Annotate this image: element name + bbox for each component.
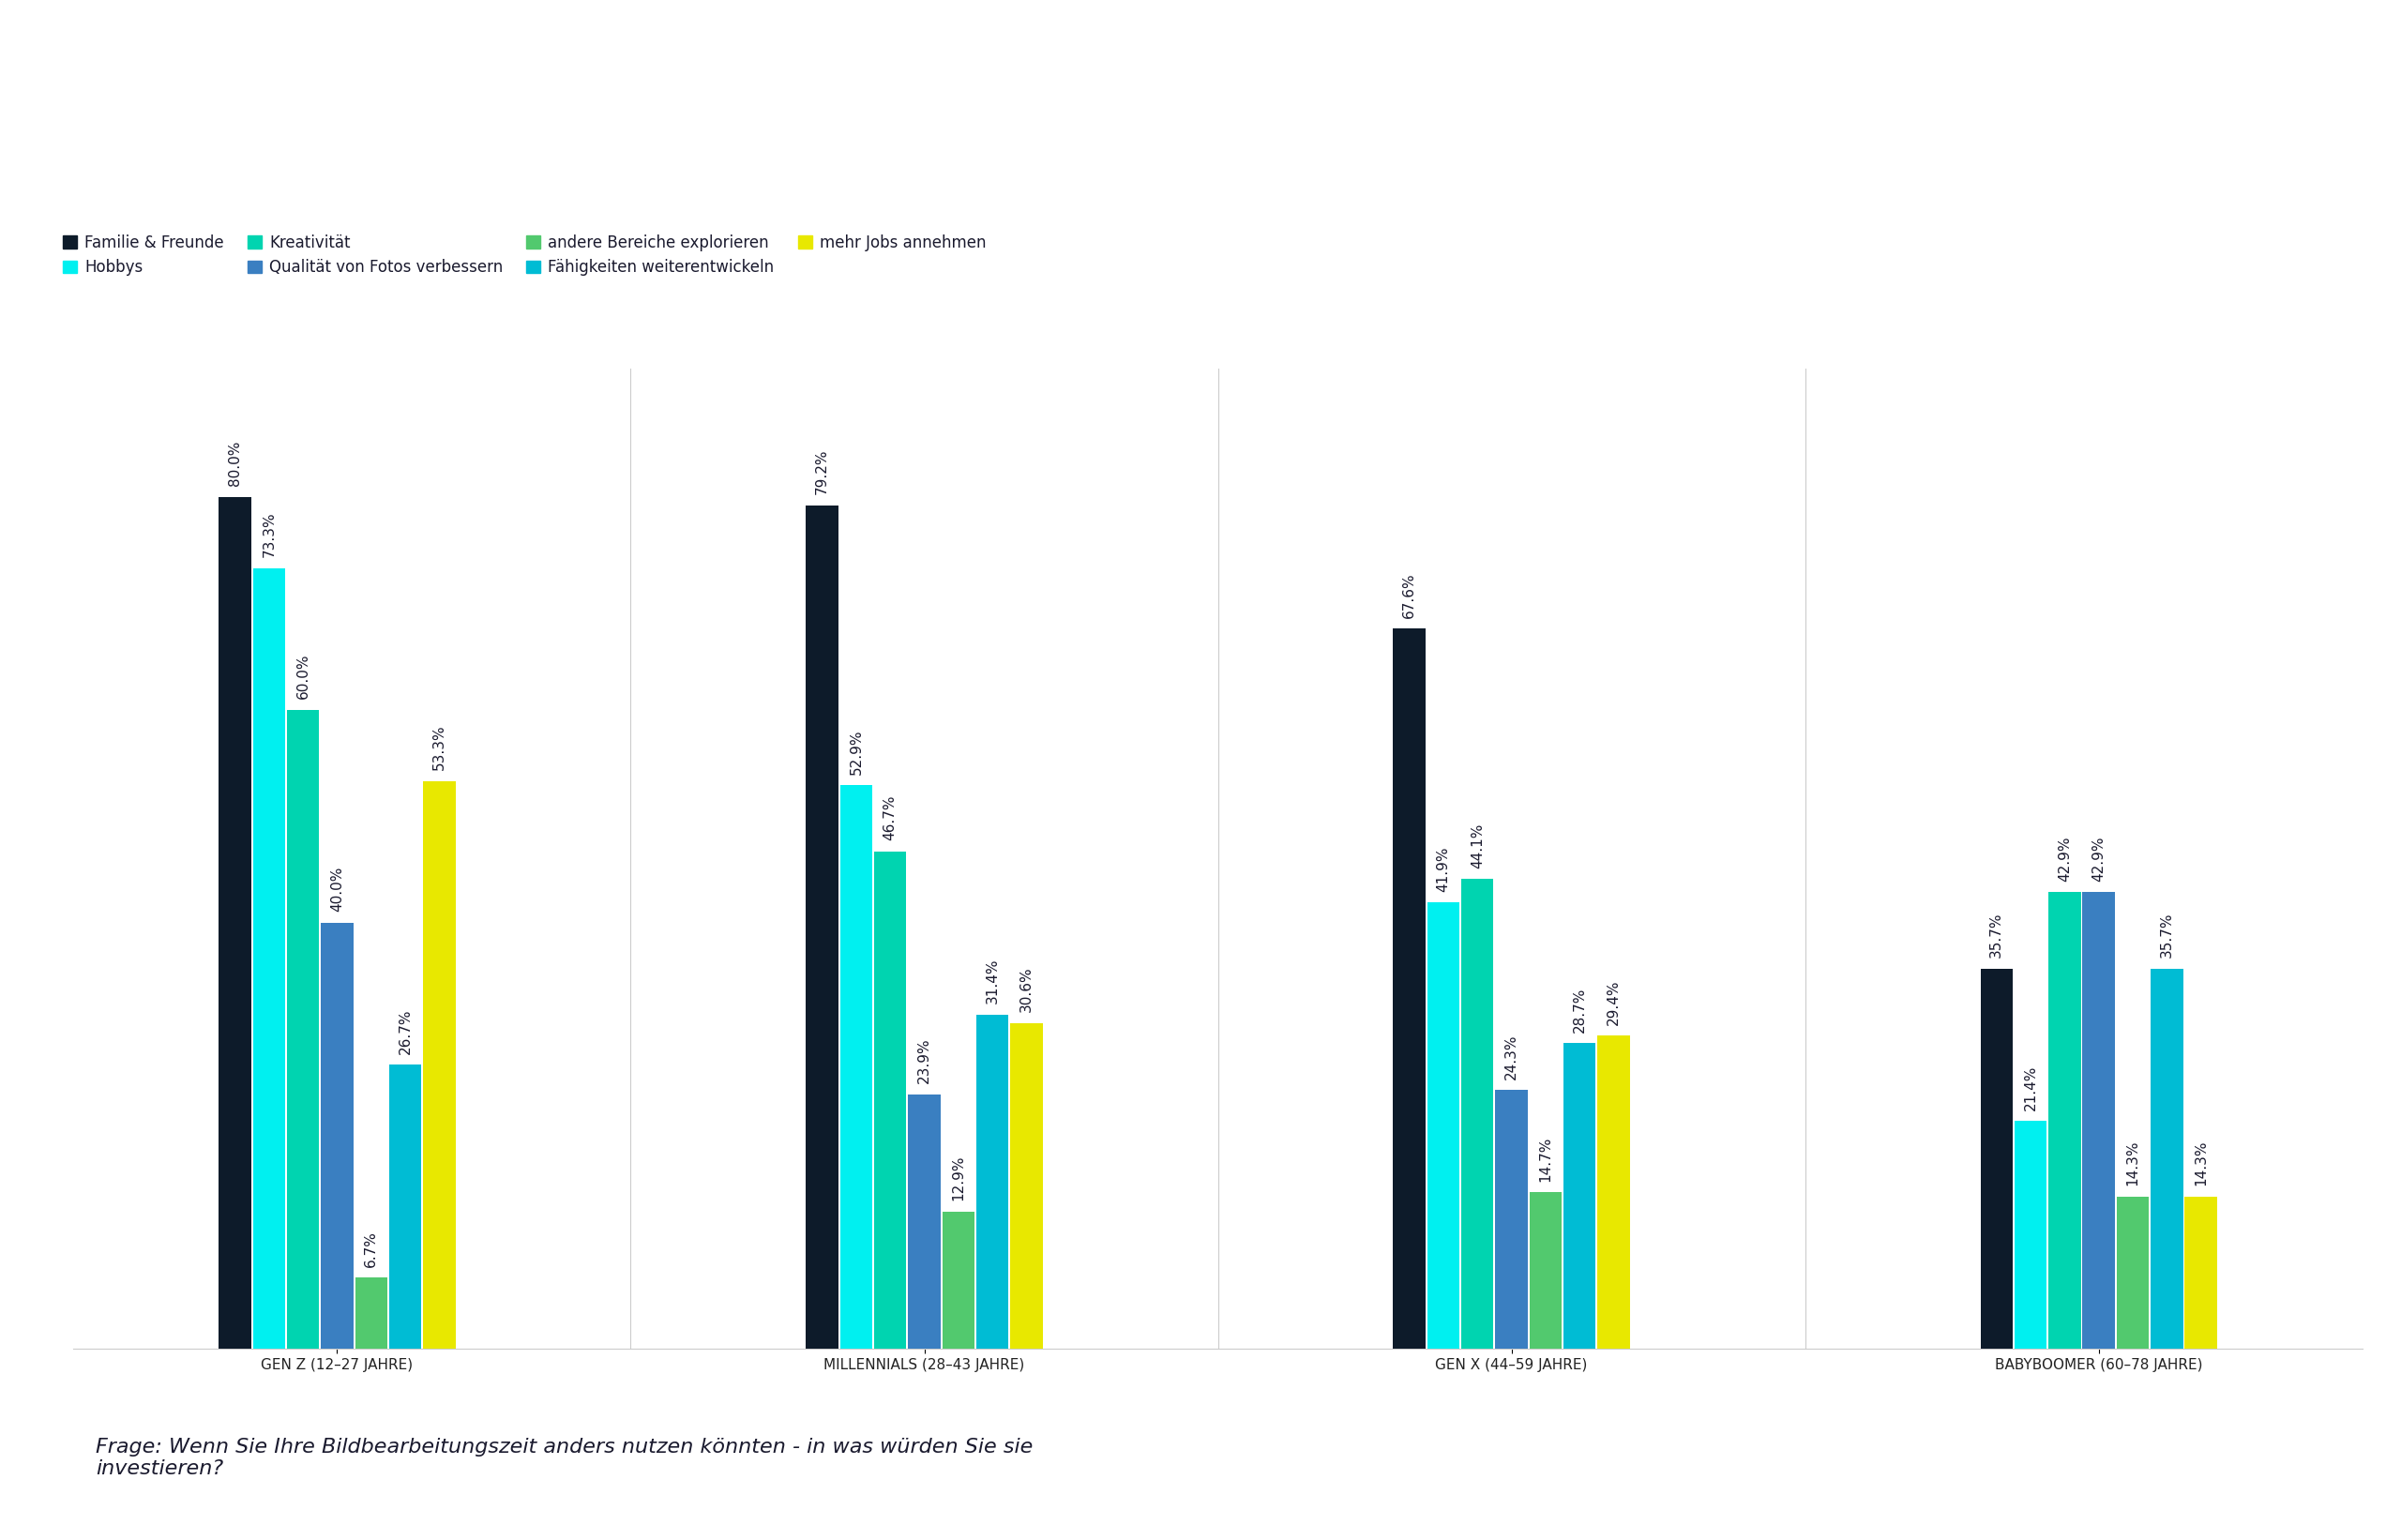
Text: 67.6%: 67.6% <box>1402 573 1417 618</box>
Text: 52.9%: 52.9% <box>850 730 864 775</box>
Bar <box>1981 969 2012 1349</box>
Bar <box>218 497 252 1349</box>
Bar <box>874 852 908 1349</box>
Text: 53.3%: 53.3% <box>432 725 447 770</box>
Bar <box>840 785 872 1349</box>
Text: 24.3%: 24.3% <box>1505 1033 1517 1080</box>
Text: 14.7%: 14.7% <box>1539 1137 1553 1181</box>
Bar <box>2014 1121 2046 1349</box>
Text: 12.9%: 12.9% <box>951 1155 965 1201</box>
Text: 46.7%: 46.7% <box>884 795 898 841</box>
Bar <box>2185 1197 2216 1349</box>
Bar <box>1529 1192 1561 1349</box>
Text: 35.7%: 35.7% <box>2161 912 2173 958</box>
Text: 14.3%: 14.3% <box>2195 1140 2209 1186</box>
Bar <box>1393 628 1426 1349</box>
Bar <box>1011 1023 1042 1349</box>
Text: 73.3%: 73.3% <box>262 511 276 557</box>
Bar <box>977 1015 1008 1349</box>
Bar <box>355 1277 387 1349</box>
Text: 30.6%: 30.6% <box>1020 967 1032 1012</box>
Text: 41.9%: 41.9% <box>1436 847 1450 892</box>
Bar <box>389 1064 423 1349</box>
Bar <box>2082 892 2115 1349</box>
Bar <box>807 505 838 1349</box>
Bar <box>941 1212 975 1349</box>
Bar <box>908 1095 941 1349</box>
Bar <box>286 710 319 1349</box>
Text: 21.4%: 21.4% <box>2024 1064 2038 1110</box>
Text: 31.4%: 31.4% <box>984 958 999 1004</box>
Text: 42.9%: 42.9% <box>2091 836 2106 881</box>
Bar <box>1426 902 1460 1349</box>
Bar <box>2048 892 2082 1349</box>
Bar <box>322 922 353 1349</box>
Text: 44.1%: 44.1% <box>1469 822 1484 869</box>
Bar <box>1496 1090 1527 1349</box>
Bar <box>252 568 286 1349</box>
Text: 14.3%: 14.3% <box>2125 1140 2139 1186</box>
Bar <box>1462 879 1493 1349</box>
Text: 29.4%: 29.4% <box>1606 979 1621 1026</box>
Bar <box>1597 1035 1630 1349</box>
Text: 35.7%: 35.7% <box>1990 912 2002 958</box>
Text: 60.0%: 60.0% <box>295 653 310 699</box>
Bar <box>2118 1197 2149 1349</box>
Text: 26.7%: 26.7% <box>399 1009 413 1053</box>
Legend: Familie & Freunde, Hobbys, Kreativität, Qualität von Fotos verbessern, andere Be: Familie & Freunde, Hobbys, Kreativität, … <box>58 229 992 280</box>
Bar <box>2151 969 2183 1349</box>
Text: 42.9%: 42.9% <box>2058 836 2072 881</box>
Text: 40.0%: 40.0% <box>329 867 343 912</box>
Text: 79.2%: 79.2% <box>814 450 828 494</box>
Text: 23.9%: 23.9% <box>917 1038 932 1084</box>
Text: 6.7%: 6.7% <box>365 1230 379 1267</box>
Bar <box>423 781 456 1349</box>
Text: Frage: Wenn Sie Ihre Bildbearbeitungszeit anders nutzen könnten - in was würden : Frage: Wenn Sie Ihre Bildbearbeitungszei… <box>96 1438 1032 1478</box>
Bar <box>1563 1043 1597 1349</box>
Text: 80.0%: 80.0% <box>228 440 243 487</box>
Text: 28.7%: 28.7% <box>1573 987 1587 1032</box>
